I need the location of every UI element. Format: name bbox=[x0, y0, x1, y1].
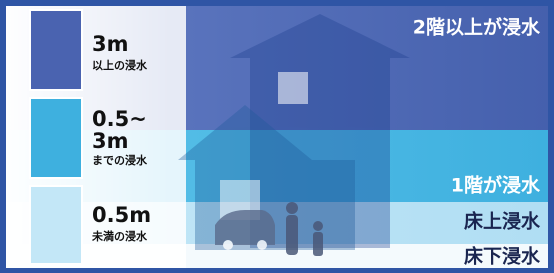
depth: 3m bbox=[92, 129, 129, 153]
depth-desc: 未満の浸水 bbox=[91, 229, 148, 243]
flood-diagram: 3m 以上の浸水 0.5~ 3m までの浸水 0.5m 未満の浸水 2階以上が浸… bbox=[0, 0, 554, 273]
depth-desc: までの浸水 bbox=[92, 153, 148, 167]
swatch-shallow bbox=[30, 186, 82, 264]
level-label: 1階が浸水 bbox=[451, 174, 541, 197]
level-label: 床下浸水 bbox=[464, 245, 541, 268]
car bbox=[215, 210, 275, 250]
depth: 0.5m bbox=[92, 203, 151, 227]
house-back-window bbox=[278, 72, 308, 104]
swatch-deep bbox=[30, 10, 82, 90]
level-label: 2階以上が浸水 bbox=[413, 16, 541, 39]
depth: 0.5~ bbox=[92, 107, 147, 131]
depth: 3m bbox=[92, 32, 129, 56]
swatch-mid bbox=[30, 98, 82, 178]
depth-desc: 以上の浸水 bbox=[92, 58, 148, 72]
level-label: 床上浸水 bbox=[464, 210, 541, 233]
